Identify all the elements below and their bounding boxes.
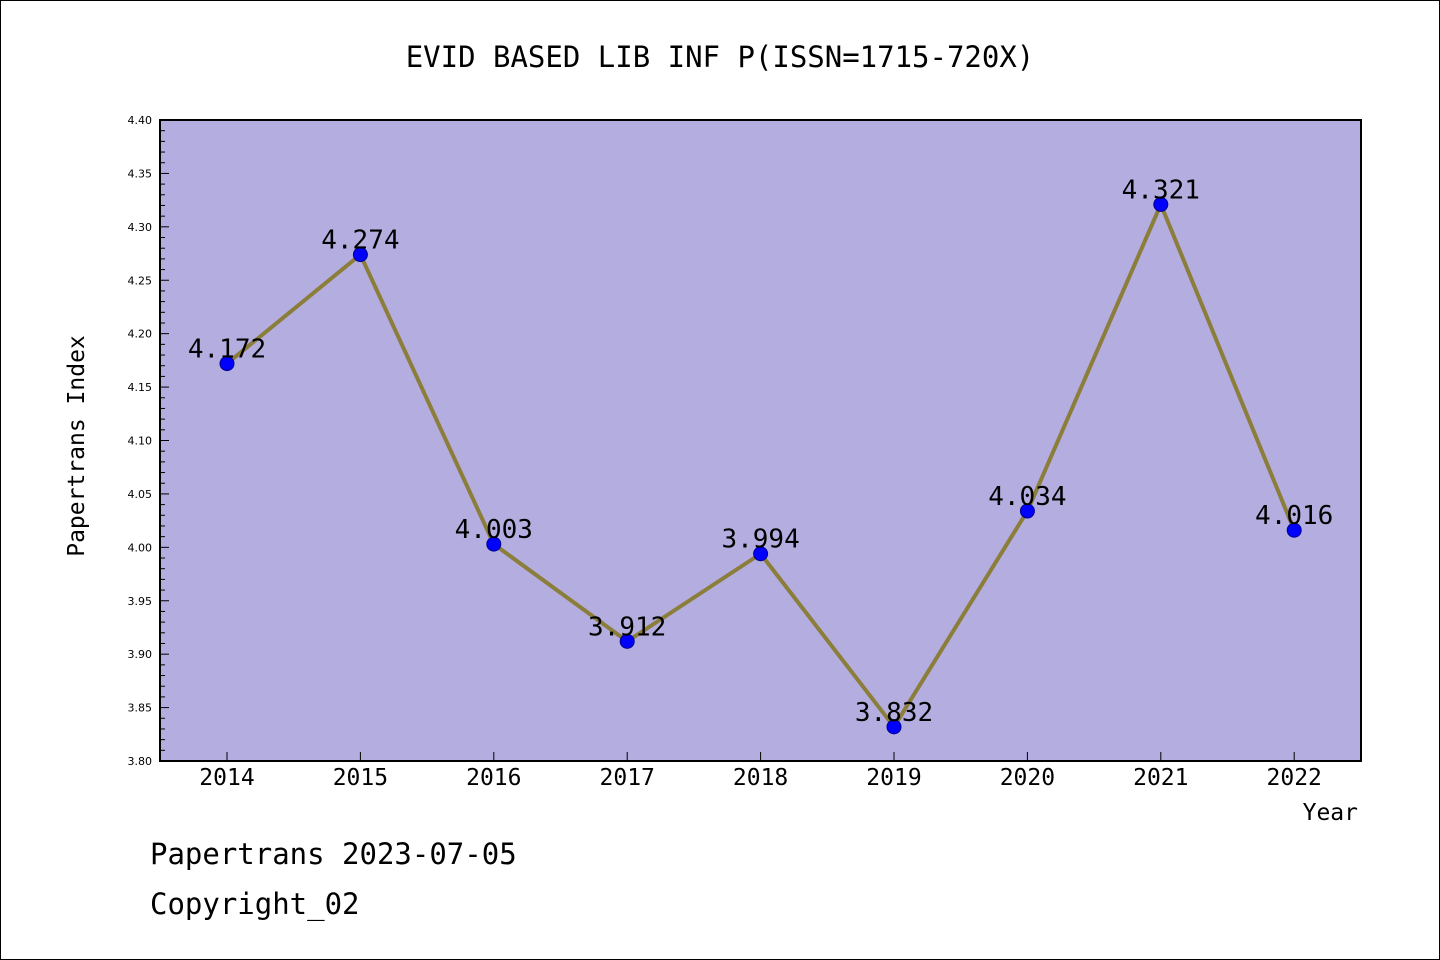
footer-date: Papertrans 2023-07-05 bbox=[150, 837, 517, 871]
x-tick-label: 2018 bbox=[733, 765, 788, 791]
data-label: 4.034 bbox=[988, 482, 1066, 512]
y-tick-label: 4.05 bbox=[128, 488, 153, 501]
x-tick-label: 2016 bbox=[466, 765, 521, 791]
y-tick-label: 3.85 bbox=[128, 702, 153, 715]
data-label: 3.994 bbox=[721, 525, 799, 555]
chart-title: EVID BASED LIB INF P(ISSN=1715-720X) bbox=[406, 40, 1035, 74]
data-label: 4.321 bbox=[1122, 175, 1200, 205]
y-tick-label: 4.35 bbox=[128, 167, 153, 180]
x-tick-label: 2020 bbox=[1000, 765, 1055, 791]
x-tick-label: 2019 bbox=[866, 765, 921, 791]
y-tick-label: 4.20 bbox=[128, 328, 153, 341]
x-tick-label: 2015 bbox=[333, 765, 388, 791]
x-axis: 2014 2015 2016 2017 2018 2019 2020 2021 2022 bbox=[199, 752, 1322, 791]
data-label: 4.274 bbox=[321, 226, 399, 256]
data-point bbox=[486, 536, 502, 552]
data-point bbox=[753, 546, 769, 562]
plot-area bbox=[159, 119, 1362, 762]
y-axis-label: Papertrans Index bbox=[64, 335, 90, 557]
x-tick-label: 2014 bbox=[199, 765, 254, 791]
data-point bbox=[1019, 503, 1035, 519]
data-label: 4.003 bbox=[455, 515, 533, 545]
data-label: 3.832 bbox=[855, 698, 933, 728]
data-label: 4.172 bbox=[188, 335, 266, 365]
y-tick-label: 3.90 bbox=[128, 648, 153, 661]
series-papertrans-index: 4.172 4.274 4.003 3.912 3.994 3.832 4.034 4.321… bbox=[188, 175, 1333, 735]
data-point bbox=[886, 719, 902, 735]
y-axis: 3.80 3.85 3.90 3.95 4.00 4.05 4.10 4.15 4.20 4.25… bbox=[128, 114, 169, 768]
data-point bbox=[1286, 522, 1302, 538]
y-tick-label: 3.95 bbox=[128, 595, 153, 608]
y-tick-label: 3.80 bbox=[128, 755, 153, 768]
y-tick-label: 4.30 bbox=[128, 221, 153, 234]
x-tick-label: 2021 bbox=[1133, 765, 1188, 791]
footer-copyright: Copyright_02 bbox=[150, 887, 360, 922]
y-tick-label: 4.00 bbox=[128, 541, 153, 554]
x-axis-label: Year bbox=[1303, 800, 1358, 826]
y-tick-label: 4.40 bbox=[128, 114, 153, 127]
y-tick-label: 4.10 bbox=[128, 435, 153, 448]
y-tick-label: 4.15 bbox=[128, 381, 153, 394]
x-tick-label: 2022 bbox=[1267, 765, 1322, 791]
data-point bbox=[619, 633, 635, 649]
data-point bbox=[1153, 196, 1169, 212]
data-label: 4.016 bbox=[1255, 501, 1333, 531]
data-label: 3.912 bbox=[588, 612, 666, 642]
data-point bbox=[219, 356, 235, 372]
y-tick-label: 4.25 bbox=[128, 274, 153, 287]
data-point bbox=[352, 247, 368, 263]
x-tick-label: 2017 bbox=[600, 765, 655, 791]
